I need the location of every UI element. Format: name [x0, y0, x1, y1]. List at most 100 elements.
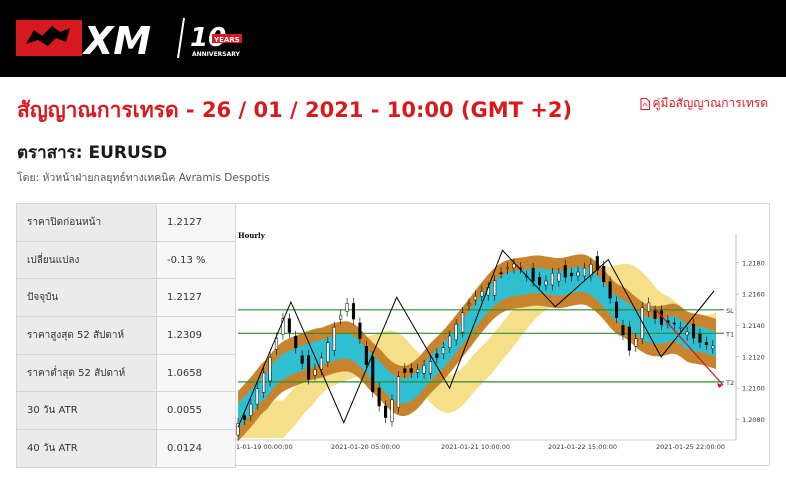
stat-label: ราคาสูงสุด 52 สัปดาห์	[16, 316, 157, 355]
candle-body	[691, 323, 696, 339]
candle-body	[602, 265, 606, 282]
candle-body	[319, 357, 323, 370]
candle-body	[582, 267, 587, 277]
candle-body	[499, 272, 503, 275]
stat-label: ราคาต่ำสุด 52 สัปดาห์	[16, 353, 157, 393]
candle-body	[294, 336, 298, 349]
stat-value: 1.0658	[156, 353, 236, 393]
market-stats-table: ราคาปิดก่อนหน้า 1.2127 เปลี่ยนแปลง -0.13 %…	[16, 203, 236, 468]
candle-body	[300, 355, 304, 364]
candle-body	[441, 347, 445, 354]
forecast-arrow	[655, 309, 724, 386]
stat-value: -0.13 %	[156, 240, 236, 280]
table-row: 40 วัน ATR 0.0124	[16, 429, 236, 468]
chart-svg: SL T1 T2 1.2180 1.2160 1.2140 1.2120 1.2100 1.2…	[236, 231, 765, 451]
y-tick-label: 1.2140	[742, 322, 765, 330]
x-tick-label: 2021-01-25 22:00:00	[656, 443, 725, 451]
candle-body	[480, 290, 484, 297]
candle-body	[307, 355, 311, 380]
candle-body	[512, 263, 516, 269]
candle-body	[538, 276, 542, 286]
candle-body	[268, 357, 272, 382]
timeframe-label: Hourly	[238, 231, 266, 240]
candle-body	[236, 423, 240, 436]
candle-body	[634, 338, 638, 347]
candle-body	[615, 301, 619, 318]
candle-body	[435, 353, 439, 358]
candle-body	[403, 368, 407, 373]
candle-body	[281, 318, 285, 335]
candle-body	[595, 256, 599, 271]
candle-body	[274, 337, 279, 350]
candle-body	[557, 272, 561, 282]
stat-value: 1.2309	[156, 316, 236, 355]
candle-body	[428, 361, 433, 374]
candle-body	[589, 264, 593, 277]
candle-body	[364, 346, 368, 365]
candle-body	[339, 314, 343, 320]
candle-body	[640, 307, 644, 339]
stat-value: 0.0124	[156, 429, 236, 468]
level-label: SL	[726, 307, 734, 315]
stat-label: ราคาปิดก่อนหน้า	[16, 203, 157, 242]
candle-body	[685, 331, 689, 336]
candle-body	[371, 356, 375, 393]
x-tick-label: 2021-01-22 15:00:00	[548, 443, 617, 451]
candle-body	[698, 333, 702, 343]
table-row: ราคาสูงสุด 52 สัปดาห์ 1.2309	[16, 316, 236, 355]
forecast-arrowhead	[717, 383, 723, 388]
candle-body	[647, 302, 651, 312]
brown-band	[238, 254, 716, 442]
x-tick-label: 2021-01-21 10:00:00	[441, 443, 510, 451]
candle-body	[262, 372, 266, 393]
candle-body	[467, 303, 471, 306]
xm-logo[interactable]: XM 10 YEARS ANNIVERSARY	[12, 12, 247, 64]
price-chart: SL T1 T2 1.2180 1.2160 1.2140 1.2120 1.2100 1.2…	[235, 203, 770, 466]
signal-guide-link[interactable]: คู่มือสัญญาณการเทรด	[640, 94, 769, 113]
table-row: ราคาต่ำสุด 52 สัปดาห์ 1.0658	[16, 353, 236, 393]
candle-body	[416, 369, 420, 373]
candle-body	[576, 271, 580, 277]
candle-body	[287, 318, 291, 333]
stat-label: เปลี่ยนแปลง	[16, 240, 157, 280]
pdf-icon	[640, 97, 650, 110]
candle-body	[711, 345, 715, 349]
candle-body	[621, 325, 625, 335]
signal-guide-label: คู่มือสัญญาณการเทรด	[652, 96, 769, 110]
candle-body	[672, 322, 676, 325]
candle-body	[544, 280, 548, 286]
stat-label: ปัจจุบัน	[16, 278, 157, 318]
candle-body	[550, 273, 554, 286]
candle-body	[332, 326, 336, 351]
candle-body	[531, 267, 535, 282]
candle-body	[422, 365, 426, 374]
candle-body	[627, 326, 631, 351]
candle-body	[351, 303, 356, 320]
y-tick-label: 1.2160	[742, 291, 765, 299]
candle-body	[704, 342, 708, 345]
candle-body	[242, 415, 246, 420]
candle-body	[396, 376, 400, 408]
level-label: T1	[725, 330, 734, 338]
y-tick-label: 1.2100	[742, 385, 765, 393]
svg-text:XM: XM	[82, 19, 151, 63]
candle-body	[384, 405, 388, 418]
candle-body	[473, 295, 477, 301]
candle-body	[345, 303, 349, 312]
candle-body	[653, 310, 657, 319]
table-row: ปัจจุบัน 1.2127	[16, 278, 236, 318]
page-title: สัญญาณการเทรด - 26 / 01 / 2021 - 10:00 (…	[17, 98, 573, 122]
candle-body	[390, 399, 394, 422]
stat-value: 0.0055	[156, 391, 236, 431]
x-tick-label: 1-01-19 00:00:00	[236, 443, 293, 451]
candle-body	[409, 368, 413, 373]
svg-text:ANNIVERSARY: ANNIVERSARY	[192, 51, 241, 58]
candle-body	[493, 280, 497, 296]
table-row: ราคาปิดก่อนหน้า 1.2127	[16, 203, 236, 242]
y-tick-label: 1.2120	[742, 353, 765, 361]
svg-text:YEARS: YEARS	[213, 36, 240, 44]
x-tick-label: 2021-01-20 05:00:00	[331, 443, 400, 451]
candle-body	[679, 326, 683, 329]
candle-body	[313, 369, 317, 376]
candle-body	[563, 265, 567, 278]
